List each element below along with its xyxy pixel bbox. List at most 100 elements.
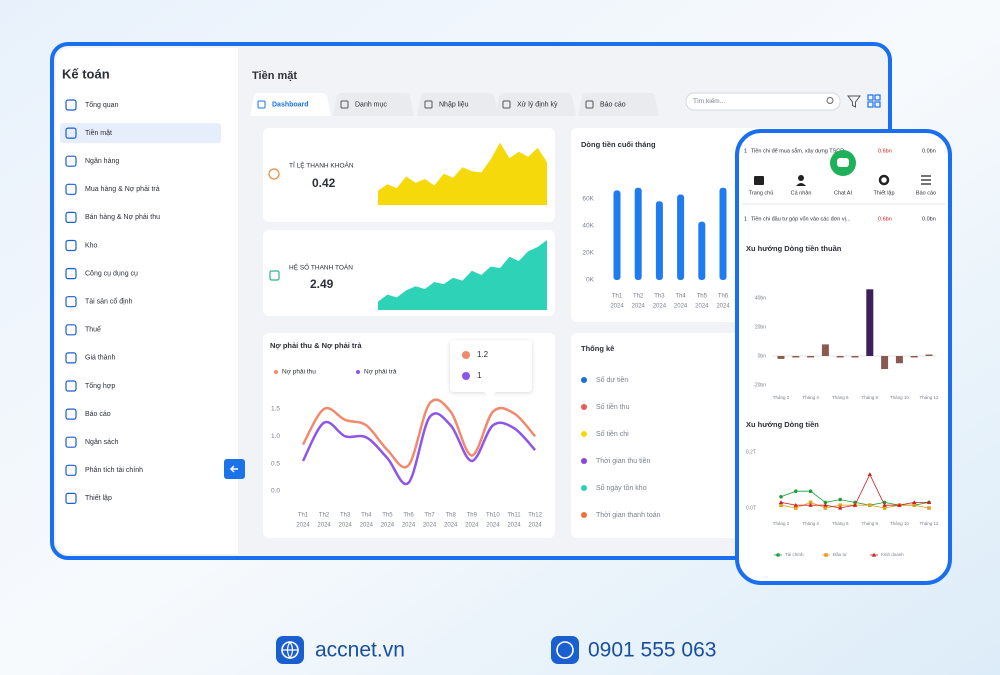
marker bbox=[794, 506, 798, 510]
x-tick-label: Th11 bbox=[507, 513, 521, 519]
tab-label: Dashboard bbox=[272, 101, 309, 108]
tab[interactable] bbox=[495, 93, 576, 116]
y-tick-label: 0.0 bbox=[271, 488, 280, 495]
menu-item[interactable]: Tiền mặt bbox=[85, 128, 112, 137]
sidebar-title: Kế toán bbox=[62, 66, 110, 81]
marker bbox=[793, 503, 798, 507]
bar bbox=[895, 356, 903, 364]
x-tick-label: Th1 bbox=[612, 294, 623, 300]
footer: accnet.vn 0901 555 063 bbox=[276, 636, 716, 664]
tooltip bbox=[450, 340, 532, 392]
menu-item[interactable]: Bán hàng & Nợ phải thu bbox=[85, 214, 160, 221]
card-title: Dòng tiền cuối tháng bbox=[581, 140, 656, 149]
tab[interactable] bbox=[578, 93, 659, 116]
menu-icon bbox=[65, 324, 77, 336]
bar bbox=[677, 194, 685, 280]
tab[interactable] bbox=[250, 93, 331, 116]
legend-label: Tài chính bbox=[785, 552, 804, 557]
stat-dot bbox=[581, 485, 587, 491]
menu-item[interactable]: Báo cáo bbox=[85, 411, 111, 418]
bar bbox=[698, 221, 706, 280]
filter-button[interactable] bbox=[847, 95, 861, 108]
home-icon[interactable] bbox=[754, 176, 764, 185]
grid-view-button[interactable] bbox=[867, 94, 881, 108]
settings-icon[interactable] bbox=[878, 174, 890, 186]
person-icon[interactable] bbox=[798, 175, 804, 181]
sidebar bbox=[56, 48, 238, 554]
search-box[interactable] bbox=[685, 92, 841, 111]
nav-label[interactable]: Trang chủ bbox=[749, 189, 774, 196]
menu-item[interactable]: Tài sản cố định bbox=[85, 297, 133, 306]
marker bbox=[912, 503, 916, 507]
y-tick-label: 20bn bbox=[755, 324, 766, 330]
x-tick-label: Th4 bbox=[675, 294, 686, 300]
x-tick-label: 2024 bbox=[317, 523, 331, 529]
active-item-bg bbox=[60, 123, 221, 144]
x-tick-label: Th12 bbox=[528, 513, 542, 519]
bar bbox=[910, 356, 918, 358]
x-tick-label: 2024 bbox=[632, 304, 646, 310]
nav-label[interactable]: Cá nhân bbox=[791, 190, 812, 196]
menu-item[interactable]: Công cụ dụng cụ bbox=[85, 270, 138, 277]
nav-label[interactable]: Thiết lập bbox=[873, 190, 894, 196]
marker bbox=[838, 505, 843, 510]
phone-icon bbox=[551, 636, 579, 664]
menu-icon bbox=[65, 408, 77, 420]
menu-item[interactable]: Ngân sách bbox=[85, 439, 119, 446]
menu-icon bbox=[65, 296, 77, 308]
x-tick-label: 2024 bbox=[610, 304, 624, 310]
menu-item[interactable]: Tổng quan bbox=[85, 101, 119, 109]
x-tick-label: 2024 bbox=[296, 523, 310, 529]
menu-icon[interactable] bbox=[921, 175, 931, 185]
x-tick-label: Tháng 10 bbox=[890, 395, 910, 400]
menu-icon bbox=[65, 155, 77, 167]
marker bbox=[867, 472, 872, 476]
menu-icon bbox=[65, 127, 77, 139]
stat-label: Số tiền thu bbox=[596, 402, 630, 411]
x-tick-label: 2024 bbox=[674, 304, 688, 310]
bar bbox=[634, 187, 642, 280]
phone-number[interactable]: 0901 555 063 bbox=[588, 639, 716, 662]
menu-item[interactable]: Mua hàng & Nợ phải trả bbox=[85, 186, 160, 193]
tooltip-value: 1.2 bbox=[477, 350, 489, 359]
menu-item[interactable]: Thuế bbox=[85, 325, 101, 334]
nav-label[interactable]: Báo cáo bbox=[916, 190, 936, 196]
menu-item[interactable]: Tổng hợp bbox=[85, 382, 115, 390]
bar bbox=[851, 356, 859, 358]
x-tick-label: Th6 bbox=[403, 513, 414, 519]
x-tick-label: Th10 bbox=[486, 513, 500, 519]
marker bbox=[912, 500, 917, 504]
legend-marker bbox=[274, 370, 278, 374]
bar bbox=[821, 344, 829, 356]
menu-item[interactable]: Kho bbox=[85, 242, 98, 249]
row-value: 0.6bn bbox=[878, 148, 892, 154]
stat-label: Thời gian thanh toán bbox=[596, 512, 661, 519]
card-title: Nợ phải thu & Nợ phải trả bbox=[270, 341, 362, 350]
chart-title: Xu hướng Dòng tiền bbox=[746, 420, 819, 429]
y-tick-label: 0.5 bbox=[271, 460, 280, 467]
menu-item[interactable]: Phân tích tài chính bbox=[85, 467, 143, 474]
menu-icon bbox=[65, 380, 77, 392]
y-tick-label: 0K bbox=[586, 277, 595, 284]
bar bbox=[613, 190, 621, 280]
menu-item[interactable]: Thiết lập bbox=[85, 493, 112, 502]
tab[interactable] bbox=[417, 93, 498, 116]
x-tick-label: 2024 bbox=[507, 523, 521, 529]
x-tick-label: Th9 bbox=[467, 513, 478, 519]
legend-label: Kinh doanh bbox=[881, 552, 904, 557]
kpi-value: 0.42 bbox=[312, 176, 336, 190]
menu-icon bbox=[65, 464, 77, 476]
legend-marker bbox=[824, 553, 828, 557]
y-tick-label: 20K bbox=[582, 250, 594, 257]
marker bbox=[778, 500, 784, 504]
tab[interactable] bbox=[333, 93, 414, 116]
menu-item[interactable]: Giá thành bbox=[85, 355, 115, 362]
x-tick-label: Th5 bbox=[697, 294, 708, 300]
nav-label[interactable]: Chat AI bbox=[834, 190, 853, 196]
search-placeholder: Tìm kiếm... bbox=[693, 96, 725, 105]
menu-item[interactable]: Ngân hàng bbox=[85, 158, 119, 165]
bar bbox=[655, 201, 663, 280]
marker bbox=[868, 503, 872, 507]
website[interactable]: accnet.vn bbox=[315, 639, 405, 662]
menu-icon bbox=[65, 352, 77, 364]
